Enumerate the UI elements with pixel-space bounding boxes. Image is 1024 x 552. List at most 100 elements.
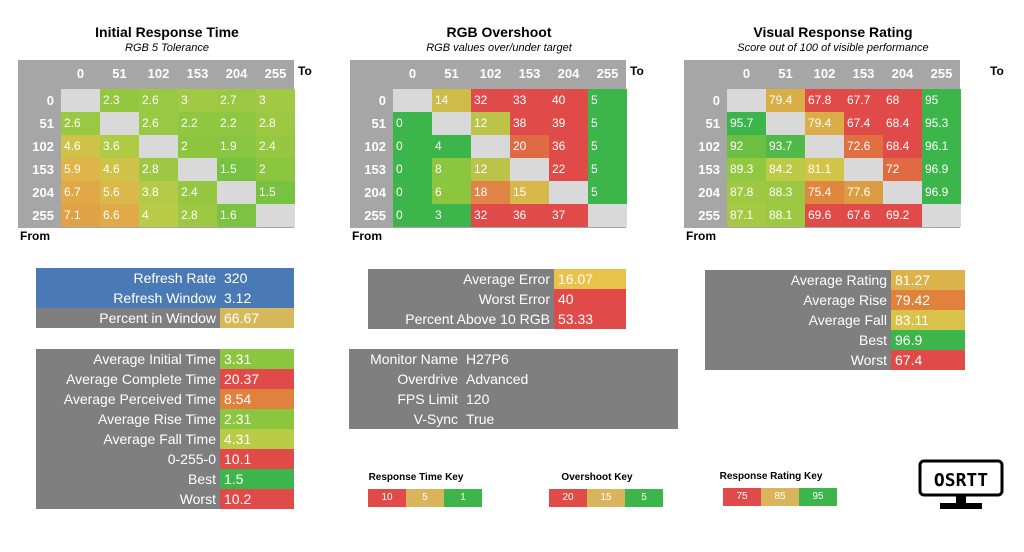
- stat-label: Overdrive: [349, 369, 462, 389]
- heatmap-cell: 2.6: [139, 112, 178, 135]
- key-swatch: 5: [625, 489, 663, 507]
- heatmap-cell: 2.8: [178, 204, 217, 227]
- heatmap-cell: 0: [393, 181, 432, 204]
- heatmap-cell: [805, 135, 844, 158]
- heatmap-cell: 39: [549, 112, 588, 135]
- key-swatch: 10: [368, 489, 406, 507]
- heatmap-title-overshoot: RGB Overshoot: [446, 24, 552, 40]
- heatmap-cell: 87.1: [727, 204, 766, 227]
- heatmap-cell: 20: [510, 135, 549, 158]
- heatmap-cell: [432, 112, 471, 135]
- heatmap-cell: 2.8: [256, 112, 295, 135]
- heatmap-cell: 2.3: [100, 89, 139, 112]
- stat-label: Average Error: [368, 269, 554, 289]
- heatmap-cell: 5: [588, 89, 627, 112]
- stat-value: H27P6: [462, 349, 678, 369]
- heatmap-cell: 12: [471, 112, 510, 135]
- stat-row: Average Rise Time 2.31: [36, 409, 294, 429]
- column-label: 153: [186, 66, 209, 81]
- heatmap-cell: 3: [256, 89, 295, 112]
- stat-label: FPS Limit: [349, 389, 462, 409]
- heatmap-cell: 3.8: [139, 181, 178, 204]
- stat-value: 10.1: [220, 449, 294, 469]
- heatmap-cell: 2: [256, 158, 295, 181]
- heatmap-cell: 5: [588, 112, 627, 135]
- heatmap-cell: 88.1: [766, 204, 805, 227]
- key-swatch: 5: [406, 489, 444, 507]
- heatmap-cell: 1.9: [217, 135, 256, 158]
- heatmap-cell: 72: [883, 158, 922, 181]
- column-label: 51: [778, 66, 793, 81]
- key-swatch: 1: [444, 489, 482, 507]
- key-swatch: 85: [761, 488, 799, 506]
- stat-row: Average Fall Time 4.31: [36, 429, 294, 449]
- heatmap-title-response: Initial Response Time: [95, 24, 239, 40]
- heatmap-cell: [256, 204, 295, 227]
- heatmap-cell: [883, 181, 922, 204]
- heatmap-cell: 2: [178, 135, 217, 158]
- heatmap-cell: 67.6: [844, 204, 883, 227]
- stat-value: 66.67: [220, 308, 294, 328]
- heatmap-cell: 3: [178, 89, 217, 112]
- stat-row: Worst Error 40: [368, 289, 626, 309]
- stat-value: 3.12: [220, 288, 294, 308]
- heatmap-cell: [510, 158, 549, 181]
- row-label: 204: [698, 185, 720, 200]
- heatmap-cell: 1.5: [256, 181, 295, 204]
- stat-value: 40: [554, 289, 626, 309]
- stat-value: Advanced: [462, 369, 678, 389]
- heatmap-cell: 75.4: [805, 181, 844, 204]
- heatmap-cell: [217, 181, 256, 204]
- stat-label: Average Fall: [705, 310, 891, 330]
- stat-label: Average Rise: [705, 290, 891, 310]
- row-label: 51: [705, 116, 720, 131]
- heatmap-response-time: 0 0 51 51 102 102 153 153 204 204 255 255 2.3 2.6 3 2.7…: [18, 60, 295, 228]
- stat-label: Refresh Window: [36, 288, 220, 308]
- row-label: 102: [698, 139, 720, 154]
- stat-label: Average Perceived Time: [36, 389, 220, 409]
- key-swatch: 95: [799, 488, 837, 506]
- heatmap-cell: 5.9: [61, 158, 100, 181]
- stat-value: 320: [220, 268, 294, 288]
- heatmap-cell: 6.7: [61, 181, 100, 204]
- from-label: From: [20, 229, 50, 243]
- stat-value: 67.4: [891, 350, 965, 370]
- heatmap-cell: 69.6: [805, 204, 844, 227]
- stat-row: Percent in Window 66.67: [36, 308, 294, 328]
- logo-text: OSRTT: [934, 470, 988, 491]
- stat-row: Average Complete Time 20.37: [36, 369, 294, 389]
- heatmap-cell: 2.4: [256, 135, 295, 158]
- stat-label: Worst: [705, 350, 891, 370]
- stat-label: V-Sync: [349, 409, 462, 429]
- row-label: 51: [39, 116, 54, 131]
- heatmap-cell: 95.3: [922, 112, 961, 135]
- heatmap-cell: 79.4: [805, 112, 844, 135]
- heatmap-cell: 36: [549, 135, 588, 158]
- heatmap-cell: 6: [432, 181, 471, 204]
- stat-label: Worst Error: [368, 289, 554, 309]
- heatmap-cell: [766, 112, 805, 135]
- heatmap-cell: 0: [393, 135, 432, 158]
- heatmap-cell: 96.9: [922, 158, 961, 181]
- stat-value: 10.2: [220, 489, 294, 509]
- heatmap-cell: 37: [549, 204, 588, 227]
- heatmap-cell: 79.4: [766, 89, 805, 112]
- row-label: 102: [364, 139, 386, 154]
- column-label: 0: [408, 66, 417, 81]
- stat-row: Average Fall 83.11: [705, 310, 965, 330]
- stat-value: 81.27: [891, 270, 965, 290]
- stat-value: 20.37: [220, 369, 294, 389]
- stat-label: Worst: [36, 489, 220, 509]
- column-label: 102: [813, 66, 836, 81]
- heatmap-cell: 2.7: [217, 89, 256, 112]
- heatmap-cell: 95: [922, 89, 961, 112]
- key-swatch: 75: [723, 488, 761, 506]
- heatmap-cell: 14: [432, 89, 471, 112]
- to-label: To: [630, 64, 644, 78]
- stat-label: Average Fall Time: [36, 429, 220, 449]
- heatmap-cell: 81.1: [805, 158, 844, 181]
- heatmap-cell: 8: [432, 158, 471, 181]
- column-label: 204: [225, 66, 248, 81]
- stat-row: Average Initial Time 3.31: [36, 349, 294, 369]
- row-label: 0: [378, 93, 386, 108]
